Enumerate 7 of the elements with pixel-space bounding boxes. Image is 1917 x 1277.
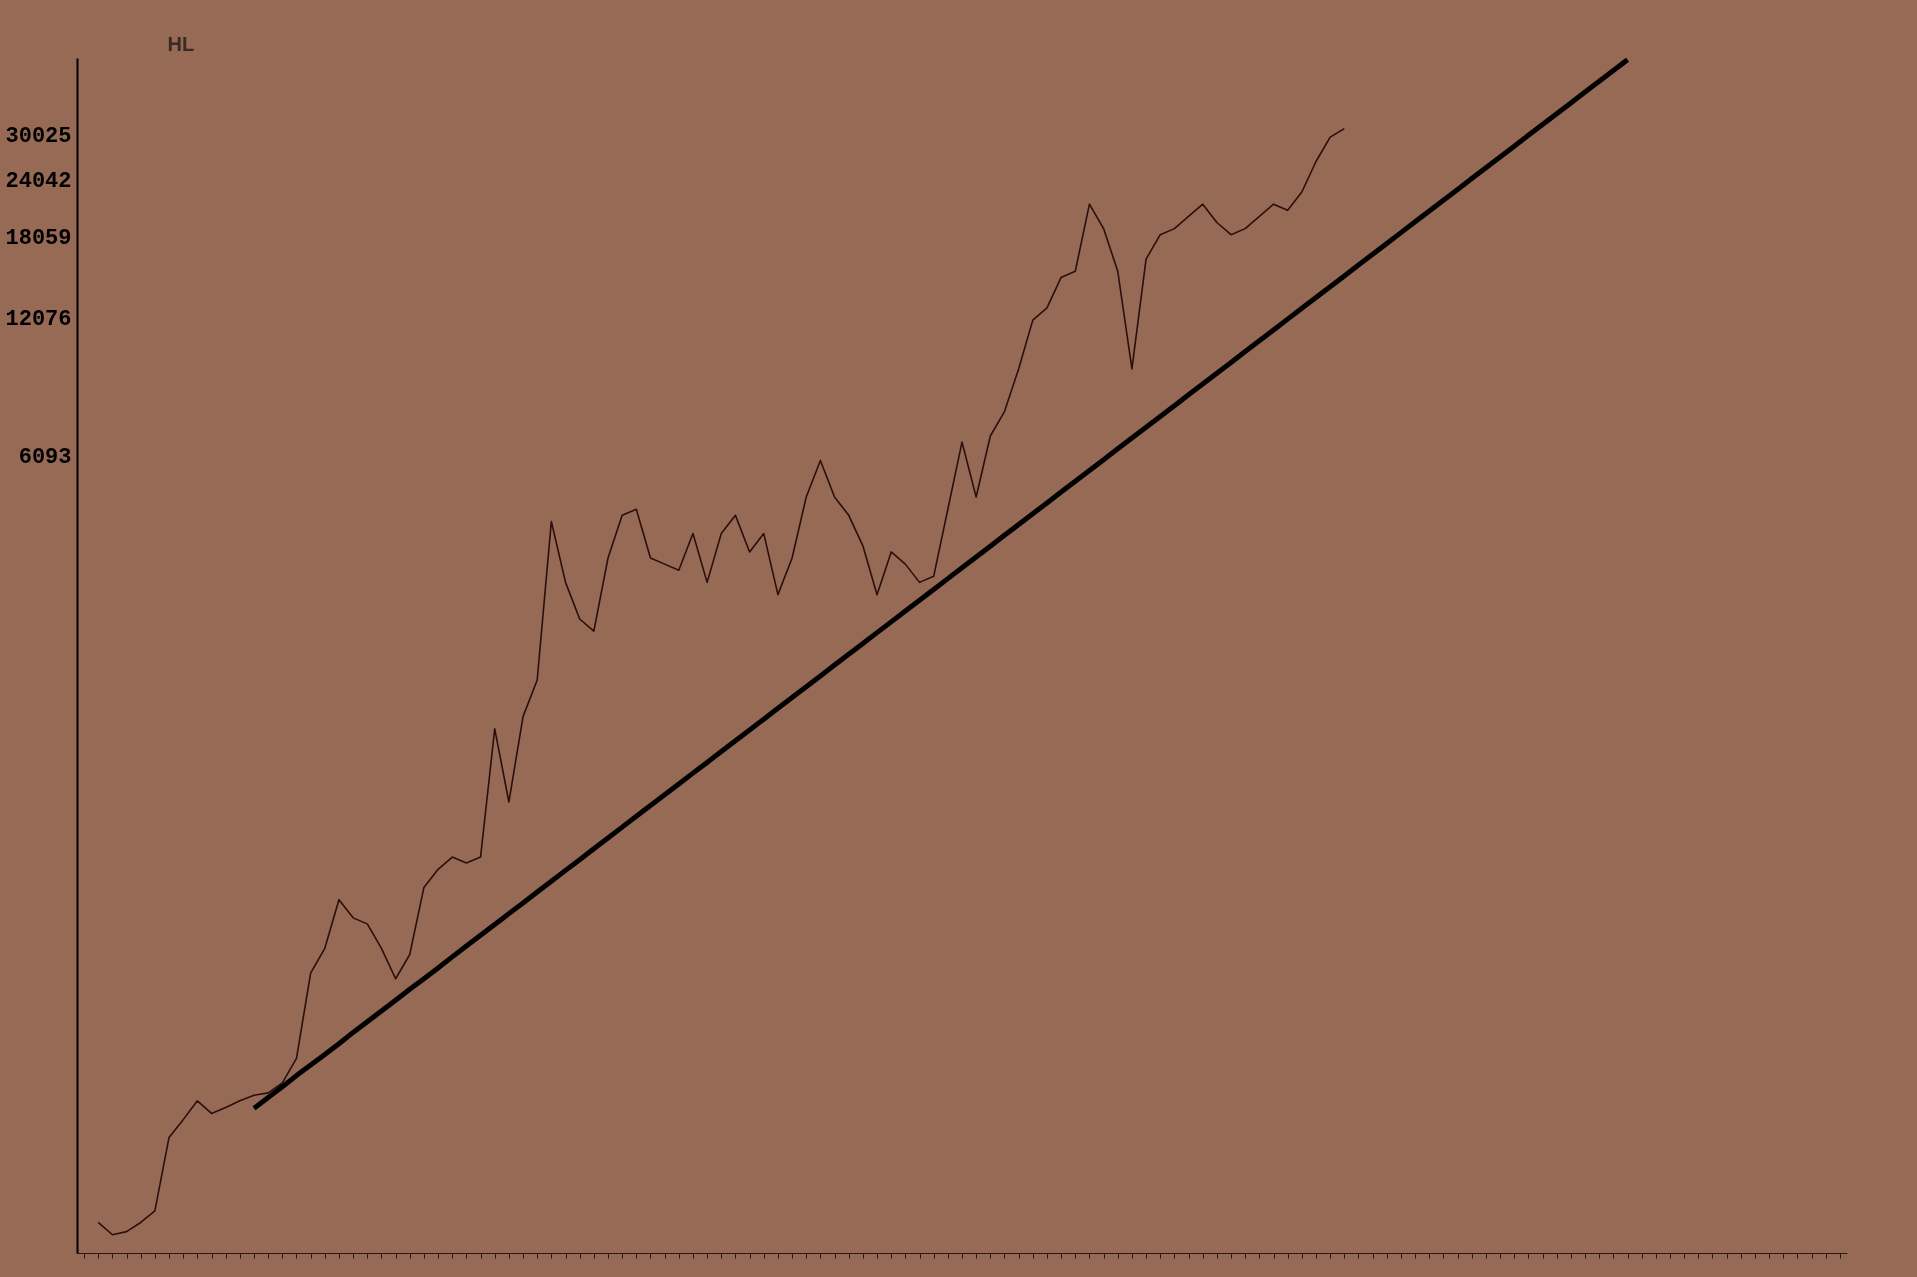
y-tick-label: 30025 [5, 123, 72, 149]
y-axis-title: HL [167, 32, 195, 55]
y-tick-label: 6093 [18, 445, 72, 471]
y-tick-label: 12076 [5, 307, 72, 333]
line-series [97, 127, 1346, 1236]
y-tick-label: 24042 [5, 168, 72, 194]
y-tick-label: 18059 [5, 226, 72, 252]
